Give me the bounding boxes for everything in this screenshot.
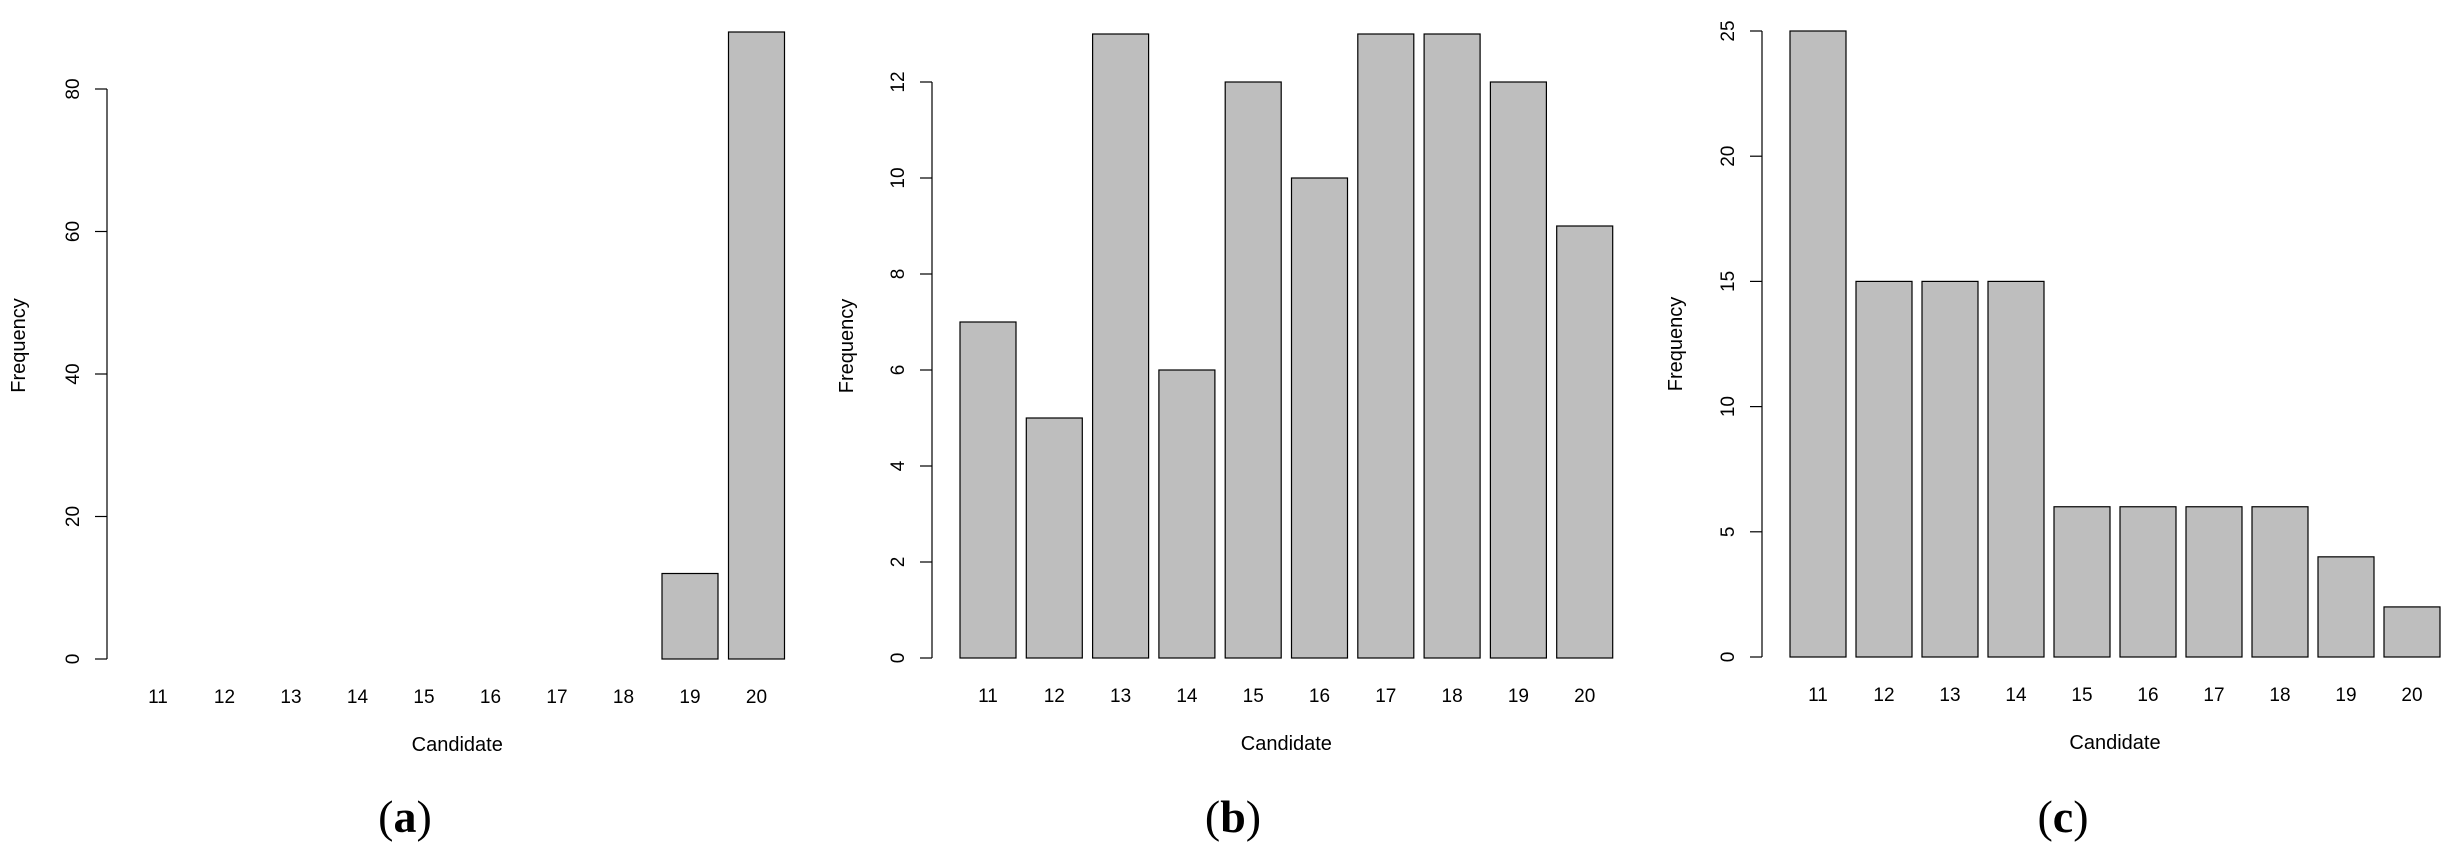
x-axis-label: Candidate — [1241, 733, 1332, 755]
bar-20 — [727, 31, 786, 660]
x-tick-label: 11 — [148, 687, 168, 708]
x-tick-label: 19 — [2335, 685, 2356, 706]
x-tick-label: 15 — [413, 687, 434, 708]
x-tick-label: 16 — [480, 687, 501, 708]
y-tick-label: 6 — [888, 365, 909, 376]
bar-12 — [1855, 280, 1913, 658]
bar-20 — [1556, 225, 1614, 659]
x-tick-label: 12 — [1044, 686, 1065, 707]
x-tick-label: 18 — [613, 687, 634, 708]
y-tick-label: 8 — [888, 269, 909, 280]
bar-13 — [1091, 33, 1150, 659]
x-tick-label: 12 — [1873, 685, 1894, 706]
bar-18 — [2251, 506, 2309, 658]
bar-19 — [2317, 556, 2375, 658]
y-tick-label: 2 — [888, 557, 909, 568]
x-tick-label: 17 — [2203, 685, 2224, 706]
y-tick-label: 0 — [1718, 652, 1739, 663]
y-tick-label: 25 — [1718, 20, 1739, 41]
y-tick-label: 20 — [1718, 146, 1739, 167]
bar-11 — [1789, 30, 1847, 658]
x-tick-label: 18 — [2269, 685, 2290, 706]
panel-label-a: (a) — [378, 791, 432, 842]
panel-label-b: (b) — [1205, 791, 1261, 842]
panel-label-c: (c) — [2037, 791, 2088, 842]
x-tick-label: 14 — [1176, 686, 1198, 707]
y-tick-label: 80 — [63, 78, 84, 99]
bar-16 — [1290, 177, 1349, 659]
x-tick-label: 14 — [347, 687, 369, 708]
y-tick-label: 10 — [1718, 396, 1739, 417]
bar-20 — [2383, 606, 2441, 658]
bar-17 — [1357, 33, 1415, 659]
x-tick-label: 20 — [1574, 686, 1595, 707]
bar-15 — [2053, 506, 2111, 658]
y-axis-label: Frequency — [1665, 297, 1687, 392]
bar-18 — [1423, 33, 1481, 659]
bar-16 — [2119, 506, 2177, 658]
y-axis-label: Frequency — [8, 298, 30, 393]
chart-panel-a: 11 12 13 14 15 16 17 18 19 20 0 20 40 60 80 Candidate Fr… — [8, 31, 786, 842]
x-tick-label: 16 — [2137, 685, 2158, 706]
bar-13 — [1921, 280, 1979, 658]
x-tick-label: 13 — [1939, 685, 1960, 706]
y-tick-label: 40 — [63, 363, 84, 384]
x-tick-label: 20 — [746, 687, 767, 708]
x-tick-label: 19 — [1508, 686, 1529, 707]
x-tick-label: 12 — [214, 687, 235, 708]
y-tick-label: 0 — [888, 653, 909, 664]
y-tick-label: 0 — [63, 654, 84, 665]
y-tick-label: 60 — [63, 221, 84, 242]
x-tick-label: 17 — [546, 687, 567, 708]
y-axis-label: Frequency — [836, 299, 858, 394]
bar-14 — [1158, 369, 1216, 659]
bar-17 — [2185, 506, 2243, 658]
y-tick-label: 5 — [1718, 527, 1739, 538]
x-tick-label: 11 — [1808, 685, 1828, 706]
y-tick-label: 15 — [1718, 271, 1739, 292]
x-tick-label: 18 — [1442, 686, 1463, 707]
x-tick-label: 19 — [679, 687, 700, 708]
bar-15 — [1224, 81, 1282, 659]
y-tick-label: 10 — [888, 167, 909, 188]
y-tick-label: 20 — [63, 506, 84, 527]
x-tick-label: 20 — [2401, 685, 2422, 706]
y-tick-label: 4 — [888, 460, 909, 471]
x-tick-label: 13 — [1110, 686, 1131, 707]
x-tick-label: 16 — [1309, 686, 1330, 707]
chart-panel-b: 11 12 13 14 15 16 17 18 19 20 0 2 4 6 8 10 12 Candidate Fr… — [836, 33, 1614, 842]
bar-19 — [661, 572, 719, 660]
bar-11 — [959, 321, 1017, 659]
x-axis-label: Candidate — [2069, 732, 2160, 754]
x-tick-label: 15 — [1243, 686, 1264, 707]
x-tick-label: 15 — [2071, 685, 2092, 706]
chart-panel-c: 11 12 13 14 15 16 17 18 19 20 0 5 10 15 20 25 Candidate F… — [1665, 20, 2441, 842]
bar-19 — [1489, 81, 1548, 659]
x-tick-label: 14 — [2005, 685, 2027, 706]
y-tick-label: 12 — [888, 71, 909, 92]
x-tick-label: 11 — [978, 686, 998, 707]
bar-12 — [1025, 417, 1083, 659]
x-tick-label: 17 — [1375, 686, 1396, 707]
x-tick-label: 13 — [280, 687, 301, 708]
x-axis-label: Candidate — [412, 734, 503, 756]
bar-14 — [1987, 280, 2045, 658]
